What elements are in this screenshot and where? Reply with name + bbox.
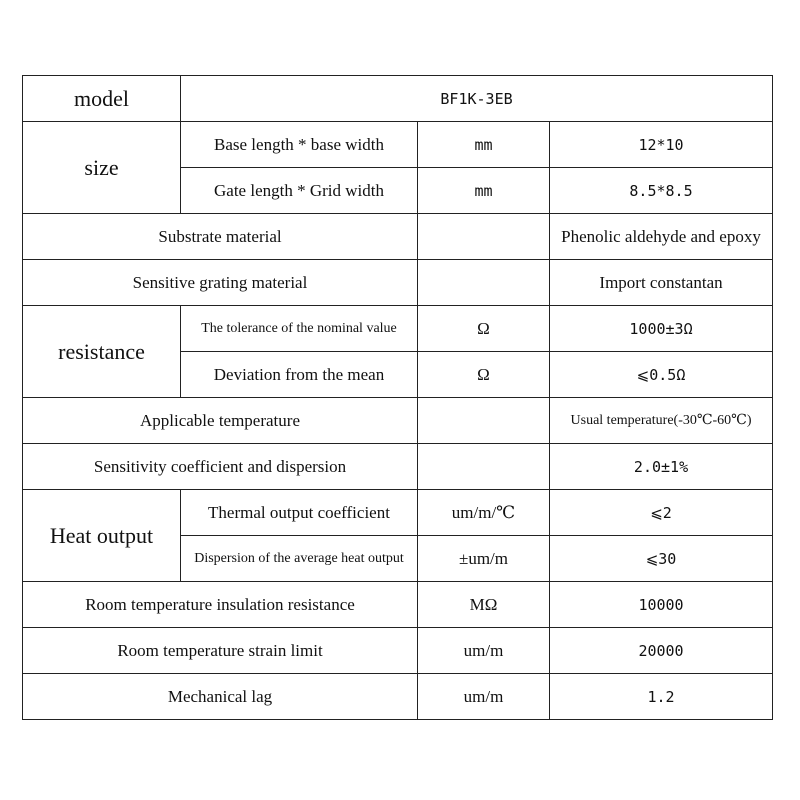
param: The tolerance of the nominal value xyxy=(180,305,418,352)
param: Deviation from the mean xyxy=(180,351,418,398)
row-lag: Mechanical lag um/m 1.2 xyxy=(22,673,774,720)
value: 8.5*8.5 xyxy=(548,167,774,214)
value: 2.0±1% xyxy=(548,443,774,490)
row-size-base: size Base length * base width mm 12*10 xyxy=(22,121,774,214)
value: ⩽0.5Ω xyxy=(548,351,774,398)
value: ⩽2 xyxy=(548,489,774,536)
unit: um/m xyxy=(417,673,550,720)
param: Applicable temperature xyxy=(22,397,418,444)
row-resistance-tolerance: resistance The tolerance of the nominal … xyxy=(22,305,774,398)
param: Thermal output coefficient xyxy=(180,489,418,536)
row-heat-coefficient: Heat output Thermal output coefficient u… xyxy=(22,489,774,582)
param: Dispersion of the average heat output xyxy=(180,535,418,582)
resistance-label: resistance xyxy=(22,305,181,398)
value: 10000 xyxy=(548,581,774,628)
value: 20000 xyxy=(548,627,774,674)
unit: Ω xyxy=(417,305,550,352)
unit: ±um/m xyxy=(417,535,550,582)
size-label: size xyxy=(22,121,181,214)
param: Substrate material xyxy=(22,213,418,260)
row-insulation: Room temperature insulation resistance M… xyxy=(22,581,774,628)
row-model: model BF1K-3EB xyxy=(22,75,774,122)
model-value: BF1K-3EB xyxy=(179,75,774,122)
unit xyxy=(417,443,550,490)
param: Base length * base width xyxy=(180,121,418,168)
unit: um/m/℃ xyxy=(417,489,550,536)
value: 1000±3Ω xyxy=(548,305,774,352)
param: Sensitivity coefficient and dispersion xyxy=(22,443,418,490)
value: Phenolic aldehyde and epoxy xyxy=(548,213,774,260)
param: Room temperature insulation resistance xyxy=(22,581,418,628)
unit xyxy=(417,259,550,306)
unit xyxy=(417,397,550,444)
row-heat-dispersion: Dispersion of the average heat output ±u… xyxy=(23,535,774,582)
value: Import constantan xyxy=(548,259,774,306)
value: ⩽30 xyxy=(548,535,774,582)
unit: Ω xyxy=(417,351,550,398)
row-resistance-deviation: Deviation from the mean Ω ⩽0.5Ω xyxy=(23,351,774,398)
param: Room temperature strain limit xyxy=(22,627,418,674)
model-label: model xyxy=(22,75,181,122)
value: Usual temperature(-30℃-60℃) xyxy=(548,397,774,444)
unit xyxy=(417,213,550,260)
row-grating: Sensitive grating material Import consta… xyxy=(22,259,774,306)
unit: MΩ xyxy=(417,581,550,628)
row-strain: Room temperature strain limit um/m 20000 xyxy=(22,627,774,674)
unit: mm xyxy=(417,121,550,168)
value: 12*10 xyxy=(548,121,774,168)
row-size-gate: Gate length * Grid width mm 8.5*8.5 xyxy=(23,167,774,214)
row-substrate: Substrate material Phenolic aldehyde and… xyxy=(22,213,774,260)
param: Gate length * Grid width xyxy=(180,167,418,214)
heat-label: Heat output xyxy=(22,489,181,582)
row-sensitivity: Sensitivity coefficient and dispersion 2… xyxy=(22,443,774,490)
param: Mechanical lag xyxy=(22,673,418,720)
param: Sensitive grating material xyxy=(22,259,418,306)
row-temperature: Applicable temperature Usual temperature… xyxy=(22,397,774,444)
value: 1.2 xyxy=(548,673,774,720)
spec-table: model BF1K-3EB size Base length * base w… xyxy=(22,75,774,720)
unit: um/m xyxy=(417,627,550,674)
unit: mm xyxy=(417,167,550,214)
